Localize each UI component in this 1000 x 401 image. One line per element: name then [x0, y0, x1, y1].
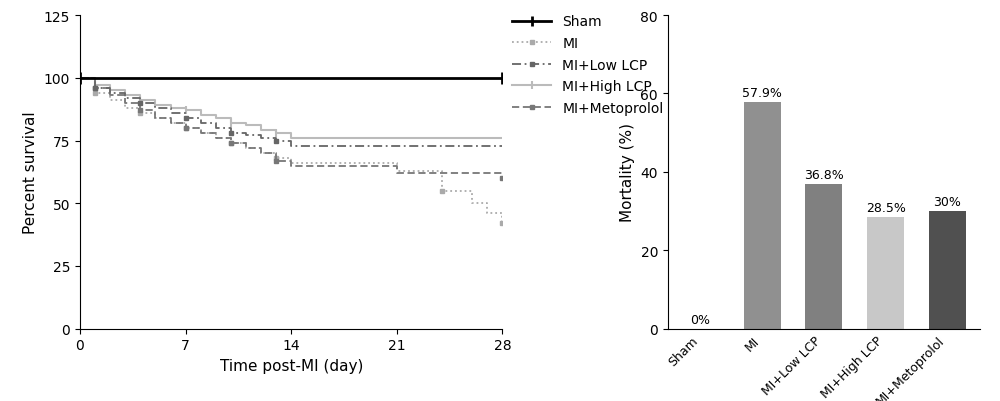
Text: 0%: 0%: [690, 313, 710, 326]
Text: 57.9%: 57.9%: [742, 86, 782, 99]
Bar: [867, 217, 904, 329]
Bar: [744, 102, 781, 329]
Legend: Sham, MI, MI+Low LCP, MI+High LCP, MI+Metoprolol: Sham, MI, MI+Low LCP, MI+High LCP, MI+Me…: [507, 10, 669, 121]
Text: 28.5%: 28.5%: [866, 201, 906, 214]
Text: 36.8%: 36.8%: [804, 169, 844, 182]
Bar: [805, 185, 842, 329]
X-axis label: Time post-MI (day): Time post-MI (day): [220, 358, 363, 373]
Text: 30%: 30%: [933, 195, 961, 209]
Y-axis label: Percent survival: Percent survival: [23, 111, 38, 234]
Y-axis label: Mortality (%): Mortality (%): [620, 123, 635, 222]
Bar: [929, 212, 966, 329]
